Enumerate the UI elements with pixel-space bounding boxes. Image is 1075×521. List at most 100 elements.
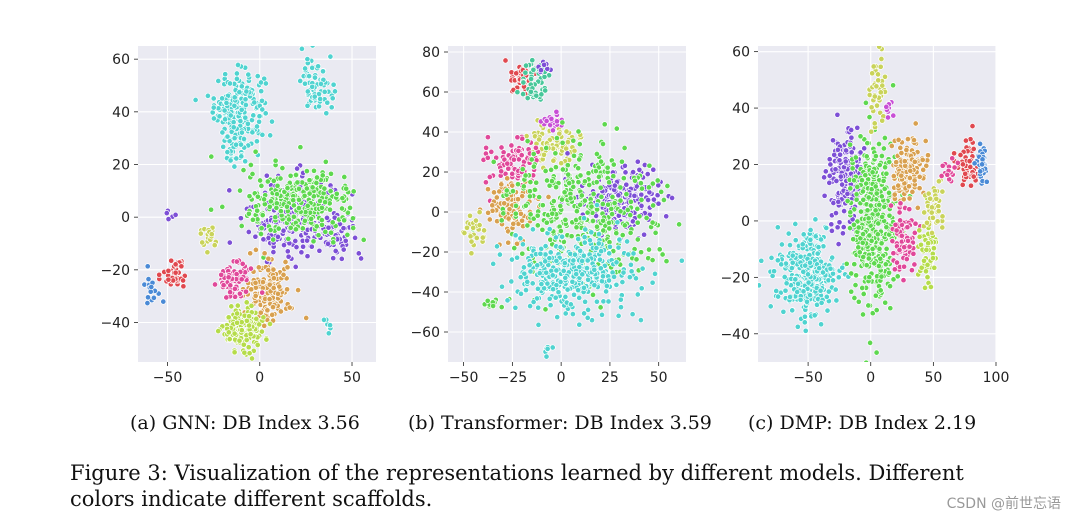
scatter-point	[916, 173, 923, 180]
scatter-point	[875, 77, 882, 84]
scatter-point	[543, 177, 551, 184]
scatter-point	[882, 261, 889, 268]
scatter-point	[543, 269, 550, 276]
scatter-point	[863, 262, 870, 269]
scatter-point	[221, 107, 228, 114]
scatter-point	[270, 177, 277, 184]
scatter-point	[929, 255, 937, 262]
scatter-point	[561, 260, 568, 267]
scatter-point	[927, 283, 934, 291]
scatter-point	[280, 242, 288, 249]
scatter-point	[327, 322, 334, 329]
scatter-point	[231, 285, 238, 292]
scatter-point	[247, 161, 254, 169]
scatter-point	[577, 172, 584, 179]
scatter-point	[581, 197, 588, 204]
scatter-point	[215, 77, 222, 85]
scatter-point	[252, 279, 259, 286]
scatter-point	[837, 151, 844, 158]
scatter-point	[857, 208, 865, 215]
scatter-point	[939, 213, 946, 220]
scatter-point	[510, 220, 517, 227]
scatter-point	[231, 163, 238, 170]
scatter-point	[538, 281, 545, 288]
scatter-point	[864, 207, 871, 214]
scatter-point	[238, 276, 245, 283]
scatter-point	[875, 220, 882, 227]
scatter-point	[571, 147, 578, 154]
scatter-point	[519, 217, 526, 224]
scatter-point	[912, 220, 919, 227]
scatter-point	[253, 315, 260, 322]
scatter-point	[646, 189, 653, 196]
scatter-point	[534, 222, 541, 229]
figure-caption: Figure 3: Visualization of the represent…	[70, 461, 964, 511]
scatter-point	[303, 185, 310, 192]
scatter-point	[557, 244, 564, 251]
watermark: CSDN @前世忘语	[946, 496, 1061, 512]
scatter-point	[871, 260, 878, 267]
scatter-point	[873, 190, 880, 197]
scatter-point	[514, 181, 522, 188]
scatter-point	[585, 306, 592, 313]
scatter-point	[145, 276, 152, 283]
scatter-point	[873, 307, 880, 314]
scatter-point	[934, 218, 941, 225]
scatter-point	[548, 166, 555, 173]
scatter-point	[637, 317, 644, 324]
scatter-point	[864, 140, 871, 147]
scatter-point	[615, 312, 622, 319]
scatter-point	[858, 177, 866, 184]
scatter-point	[651, 270, 659, 277]
scatter-point	[231, 135, 238, 142]
scatter-point	[895, 136, 902, 143]
scatter-point	[236, 89, 243, 96]
scatter-point	[641, 231, 648, 238]
scatter-point	[792, 237, 799, 244]
scatter-point	[233, 258, 240, 265]
scatter-point	[575, 165, 582, 172]
scatter-point	[967, 182, 975, 189]
scatter-point	[918, 264, 925, 271]
y-tick-label: 60	[422, 85, 440, 101]
scatter-point	[261, 196, 268, 203]
scatter-point	[238, 106, 245, 113]
scatter-point	[895, 182, 902, 189]
scatter-point	[268, 118, 276, 125]
x-tick-label: −50	[449, 370, 479, 386]
scatter-point	[620, 269, 627, 276]
scatter-point	[848, 126, 855, 134]
scatter-point	[935, 203, 942, 210]
scatter-point	[638, 196, 645, 203]
scatter-point	[557, 227, 564, 235]
scatter-point	[306, 190, 313, 197]
scatter-point	[522, 287, 530, 294]
scatter-point	[242, 101, 249, 109]
y-tick-label: 60	[112, 52, 130, 68]
scatter-point	[925, 240, 932, 247]
y-tick-label: 0	[121, 210, 130, 226]
scatter-point	[260, 314, 267, 321]
points-layer	[758, 46, 990, 362]
scatter-point	[904, 224, 911, 231]
scatter-point	[815, 244, 822, 251]
scatter-point	[876, 161, 883, 169]
scatter-point	[519, 166, 526, 173]
scatter-point	[855, 298, 862, 305]
scatter-point	[247, 265, 254, 272]
scatter-point	[567, 195, 574, 202]
scatter-point	[869, 245, 876, 253]
scatter-point	[485, 209, 492, 216]
scatter-point	[246, 313, 253, 320]
scatter-point	[210, 95, 217, 102]
scatter-point	[526, 193, 533, 200]
scatter-point	[317, 80, 325, 88]
scatter-point	[490, 302, 497, 310]
scatter-point	[269, 304, 277, 311]
scatter-point	[819, 269, 827, 276]
scatter-point	[254, 73, 261, 80]
scatter-point	[144, 300, 151, 307]
scatter-point	[627, 212, 634, 219]
scatter-point	[237, 215, 244, 222]
scatter-point	[883, 224, 890, 231]
